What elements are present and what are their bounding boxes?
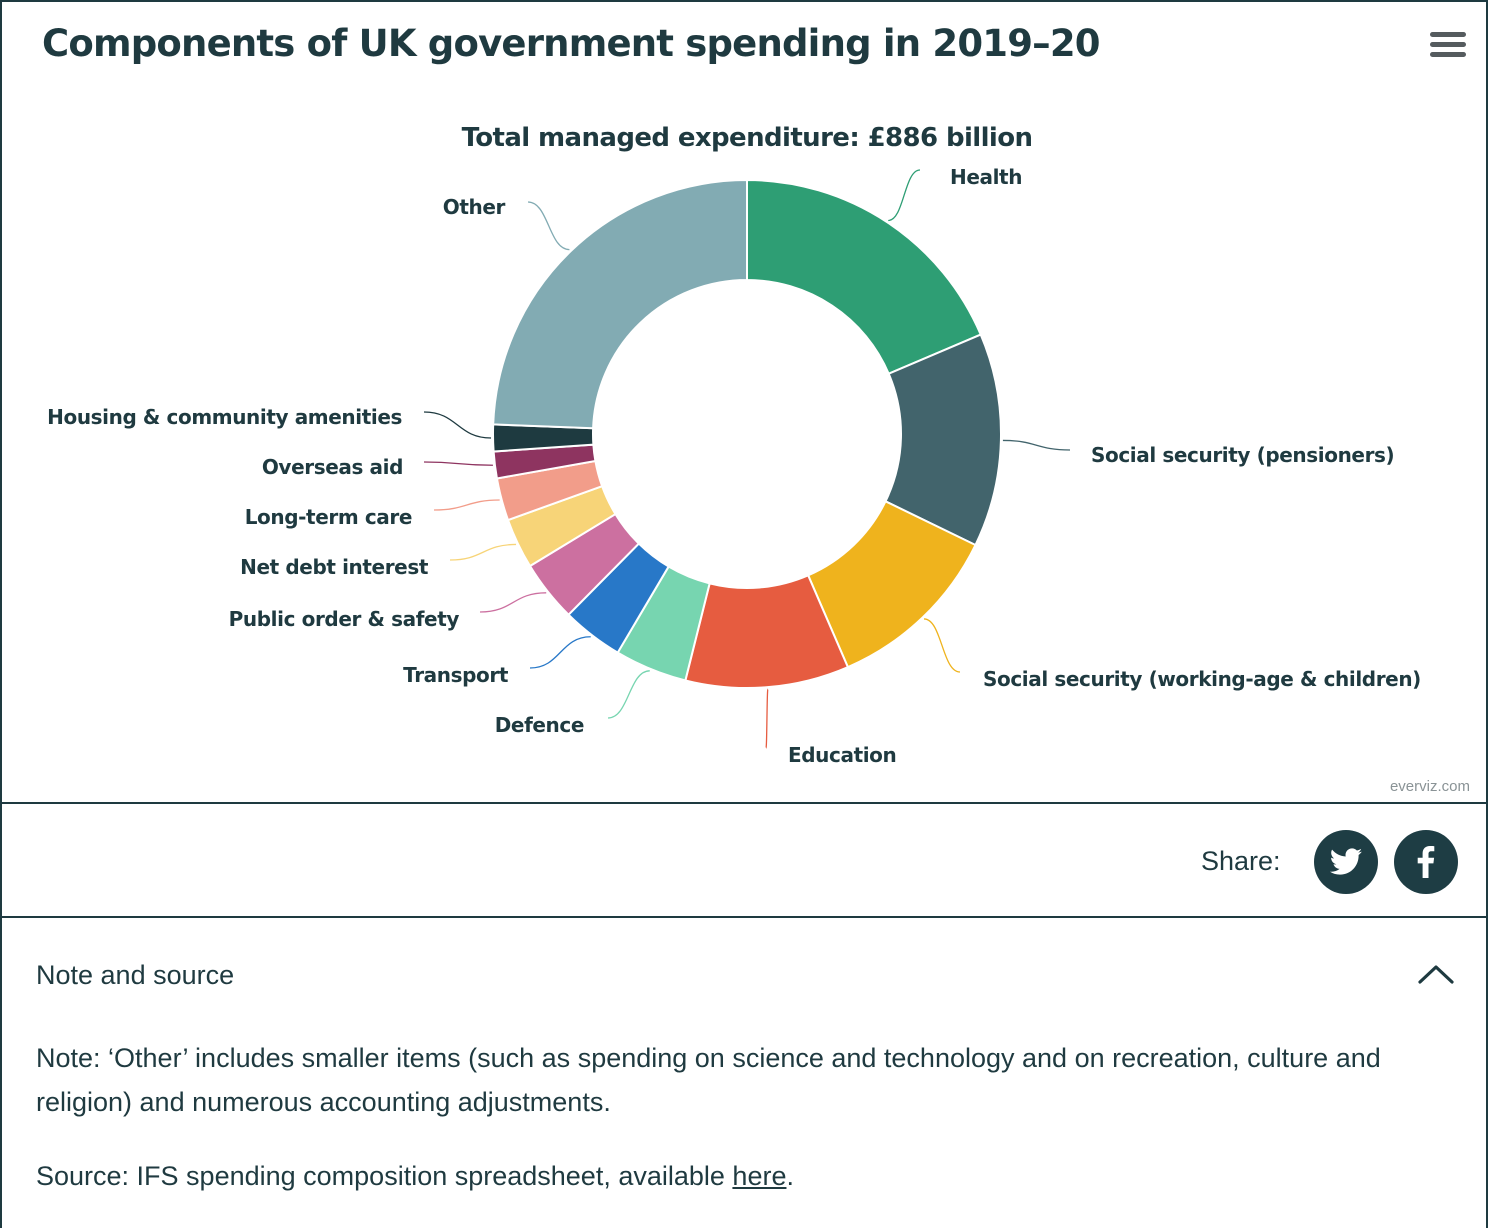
donut-chart: Total managed expenditure: £886 billion …	[47, 123, 1421, 767]
slice-health[interactable]	[746, 178, 983, 376]
connector-line	[529, 636, 591, 669]
connector-line	[449, 543, 517, 561]
slice-label: Net debt interest	[240, 555, 429, 579]
connector-line	[607, 670, 650, 719]
source-text: Source: IFS spending composition spreads…	[36, 1154, 1456, 1198]
source-suffix: .	[786, 1161, 794, 1191]
source-link[interactable]: here	[732, 1161, 787, 1191]
chart-subtitle: Total managed expenditure: £886 billion	[462, 123, 1033, 153]
hamburger-menu-icon[interactable]	[1430, 30, 1466, 60]
slice-other[interactable]	[492, 178, 748, 430]
source-prefix: Source: IFS spending composition spreads…	[36, 1161, 733, 1191]
connector-line	[479, 592, 547, 613]
credit-link[interactable]: everviz.com	[1389, 778, 1470, 795]
facebook-f-icon	[1417, 846, 1435, 878]
chevron-up-icon[interactable]	[1416, 962, 1456, 986]
connector-line	[423, 411, 492, 439]
note-heading: Note and source	[36, 960, 235, 990]
slice-label: Defence	[495, 713, 584, 737]
twitter-bird-icon	[1329, 848, 1362, 875]
share-bar: Share:	[2, 804, 1486, 918]
connector-line	[1002, 439, 1071, 451]
slice-label: Public order & safety	[229, 607, 460, 631]
connector-line	[423, 461, 493, 466]
chart-panel: Components of UK government spending in …	[2, 2, 1486, 804]
chart-title: Components of UK government spending in …	[42, 22, 1101, 65]
note-text: Note: ‘Other’ includes smaller items (su…	[36, 1043, 1381, 1117]
slice-label: Overseas aid	[262, 455, 403, 479]
facebook-share-button[interactable]	[1394, 830, 1458, 894]
slice-label: Health	[950, 165, 1022, 189]
connector-line	[433, 499, 500, 511]
note-and-source-panel: Note and source Note: ‘Other’ includes s…	[2, 918, 1486, 1228]
slice-label: Housing & community amenities	[47, 405, 402, 429]
slice-label: Long-term care	[245, 505, 412, 529]
twitter-share-button[interactable]	[1314, 830, 1378, 894]
slice-label: Other	[443, 195, 506, 219]
slice-label: Social security (pensioners)	[1091, 443, 1394, 467]
connector-line	[923, 618, 961, 673]
connector-line	[888, 169, 921, 222]
connector-line	[765, 688, 769, 749]
slice-label: Transport	[403, 663, 509, 687]
slice-label: Education	[788, 743, 896, 767]
share-label: Share:	[1201, 846, 1281, 876]
connector-line	[527, 201, 570, 251]
slice-label: Social security (working-age & children)	[983, 667, 1421, 691]
